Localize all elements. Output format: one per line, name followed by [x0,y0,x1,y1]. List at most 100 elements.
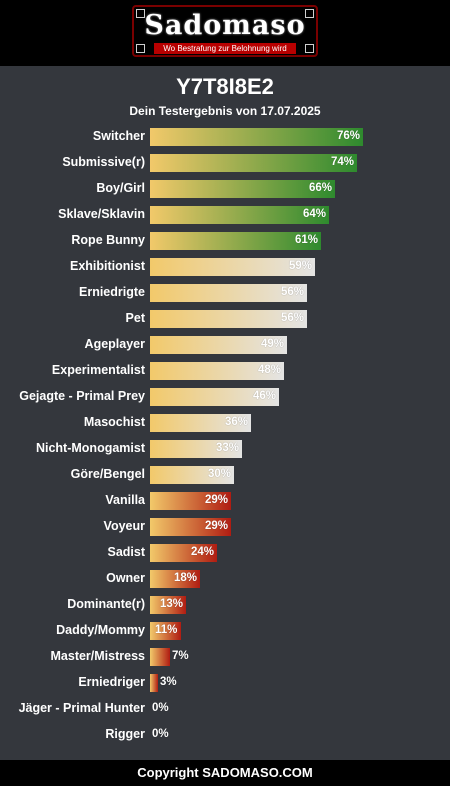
chart-row: Rigger 0% [0,722,450,748]
category-label: Erniedriger [78,675,145,689]
chart-row: Gejagte - Primal Prey 46% [0,384,450,410]
category-label: Erniedrigte [79,285,145,299]
chart-row: Erniedriger 3% [0,670,450,696]
value-label: 29% [205,494,229,506]
category-label: Voyeur [103,519,145,533]
chart-row: Dominante(r) 13% [0,592,450,618]
result-bar [150,336,287,354]
result-bar [150,596,186,614]
result-bar [150,544,217,562]
result-bar [150,128,363,146]
value-label: 59% [289,260,313,272]
category-label: Switcher [92,129,145,143]
chart-row: Master/Mistress 7% [0,644,450,670]
value-label: 13% [160,598,184,610]
category-label: Masochist [83,415,145,429]
value-label: 0% [152,702,169,714]
category-label: Daddy/Mommy [56,623,145,637]
category-label: Rigger [105,727,145,741]
chart-row: Vanilla 29% [0,488,450,514]
result-bar [150,284,307,302]
logo-corner-ornament [305,44,314,53]
category-label: Nicht-Monogamist [35,441,145,455]
result-bar [150,570,200,588]
copyright-text: Copyright SADOMASO.COM [137,765,313,780]
result-bar [150,622,181,640]
value-label: 36% [225,416,249,428]
result-bar [150,232,321,250]
result-bar [150,518,231,536]
result-bar [150,492,231,510]
logo-text: Sadomaso [144,10,306,41]
category-label: Exhibitionist [70,259,145,273]
result-bar [150,440,242,458]
value-label: 29% [205,520,229,532]
chart-row: Voyeur 29% [0,514,450,540]
chart-row: Göre/Bengel 30% [0,462,450,488]
chart-row: Exhibitionist 59% [0,254,450,280]
value-label: 49% [261,338,285,350]
category-label: Ageplayer [84,337,145,351]
logo-corner-ornament [136,9,145,18]
category-label: Rope Bunny [71,233,145,247]
category-label: Göre/Bengel [70,467,145,481]
value-label: 66% [309,182,333,194]
result-bar [150,154,357,172]
footer-bar: Copyright SADOMASO.COM [0,760,450,786]
result-bar [150,362,284,380]
chart-row: Sklave/Sklavin 64% [0,202,450,228]
result-bar [150,414,251,432]
chart-row: Experimentalist 48% [0,358,450,384]
logo-corner-ornament [136,44,145,53]
chart-row: Nicht-Monogamist 33% [0,436,450,462]
result-bar [150,466,234,484]
value-label: 33% [216,442,240,454]
category-label: Pet [125,311,145,325]
result-bar [150,180,335,198]
chart-row: Ageplayer 49% [0,332,450,358]
category-label: Experimentalist [51,363,145,377]
logo-corner-ornament [305,9,314,18]
value-label: 61% [295,234,319,246]
value-label: 56% [281,286,305,298]
site-logo[interactable]: Sadomaso Wo Bestrafung zur Belohnung wir… [132,5,318,57]
category-label: Submissive(r) [62,155,145,169]
category-label: Owner [106,571,145,585]
value-label: 46% [253,390,277,402]
value-label: 24% [191,546,215,558]
category-label: Gejagte - Primal Prey [19,389,145,403]
value-label: 56% [281,312,305,324]
result-subtitle: Dein Testergebnis von 17.07.2025 [129,104,321,118]
chart-row: Daddy/Mommy 11% [0,618,450,644]
chart-row: Rope Bunny 61% [0,228,450,254]
chart-row: Erniedrigte 56% [0,280,450,306]
value-label: 11% [155,624,178,636]
chart-row: Boy/Girl 66% [0,176,450,202]
logo-tagline: Wo Bestrafung zur Belohnung wird [154,43,296,54]
value-label: 0% [152,728,169,740]
value-label: 18% [174,572,198,584]
result-bar [150,388,279,406]
value-label: 7% [172,650,189,662]
chart-row: Masochist 36% [0,410,450,436]
result-bar [150,258,315,276]
result-bar [150,648,170,666]
result-title: Y7T8I8E2 [176,74,274,99]
category-label: Sadist [107,545,145,559]
chart-row: Pet 56% [0,306,450,332]
category-label: Boy/Girl [96,181,145,195]
value-label: 3% [160,676,177,688]
chart-row: Switcher 76% [0,124,450,150]
chart-row: Sadist 24% [0,540,450,566]
category-label: Sklave/Sklavin [58,207,145,221]
value-label: 76% [337,130,361,142]
chart-row: Submissive(r) 74% [0,150,450,176]
value-label: 64% [303,208,327,220]
chart-row: Jäger - Primal Hunter 0% [0,696,450,722]
header-bar: Sadomaso Wo Bestrafung zur Belohnung wir… [0,0,450,66]
chart-row: Owner 18% [0,566,450,592]
result-bar [150,674,158,692]
value-label: 30% [208,468,232,480]
category-label: Master/Mistress [50,649,146,663]
result-bar-chart: Switcher 76% Submissive(r) 74% Boy/Girl 66% Sk… [0,124,450,754]
